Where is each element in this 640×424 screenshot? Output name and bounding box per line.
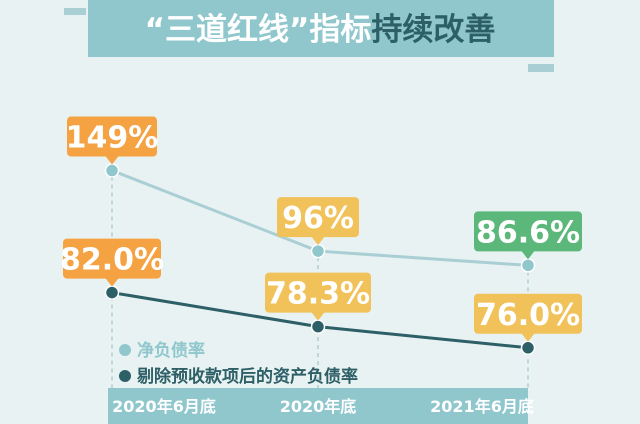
- data-label-pointer: [521, 250, 535, 260]
- legend-label-adjusted-asset-liability-ratio: 剔除预收款项后的资产负债率: [136, 366, 358, 387]
- data-label: 86.6%: [476, 215, 580, 250]
- data-label-box: [67, 116, 157, 157]
- data-label-pointer: [105, 277, 119, 287]
- legend-label-net-debt-ratio: 净负债率: [137, 340, 205, 361]
- legend-marker-net-debt-ratio: [119, 344, 131, 356]
- x-tick-label: 2020年底: [280, 397, 357, 416]
- series-points: [104, 163, 536, 356]
- data-label-box: [265, 272, 371, 313]
- data-label-box: [63, 238, 161, 279]
- data-point: [310, 319, 326, 334]
- title-band: [88, 0, 554, 57]
- data-point: [310, 243, 326, 259]
- data-point: [520, 258, 536, 273]
- data-label-box: [474, 211, 582, 252]
- data-point: [104, 285, 120, 300]
- data-label-box: [474, 293, 582, 334]
- data-label-pointer: [311, 236, 325, 246]
- data-label: 76.0%: [476, 298, 580, 333]
- title-band-accent: [528, 64, 554, 72]
- data-point: [520, 340, 536, 356]
- x-tick-label: 2021年6月底: [430, 397, 534, 416]
- data-label: 149%: [66, 121, 159, 156]
- title-band-accent-left: [64, 8, 86, 15]
- data-label: 78.3%: [266, 277, 370, 312]
- data-labels: 149% 96% 86.6% 82.0% 78.3% 76.0%: [60, 116, 582, 342]
- legend-marker-adjusted-asset-liability-ratio: [119, 370, 131, 382]
- chart-title: “三道红线”指标持续改善: [145, 12, 496, 48]
- data-label: 96%: [282, 201, 354, 236]
- x-axis-ticks: 2020年6月底 2020年底 2021年6月底: [112, 397, 534, 416]
- data-label-pointer: [521, 332, 535, 342]
- chart-title-part2: 持续改善: [371, 12, 495, 48]
- data-label-pointer: [105, 155, 119, 165]
- x-axis-band: [108, 388, 528, 424]
- chart-title-part1: “三道红线”指标: [145, 12, 372, 48]
- data-label-pointer: [311, 311, 325, 321]
- x-tick-label: 2020年6月底: [112, 397, 216, 416]
- legend: 净负债率 剔除预收款项后的资产负债率: [119, 340, 358, 387]
- data-label-box: [277, 197, 359, 238]
- data-point: [104, 163, 120, 178]
- data-label: 82.0%: [60, 243, 164, 278]
